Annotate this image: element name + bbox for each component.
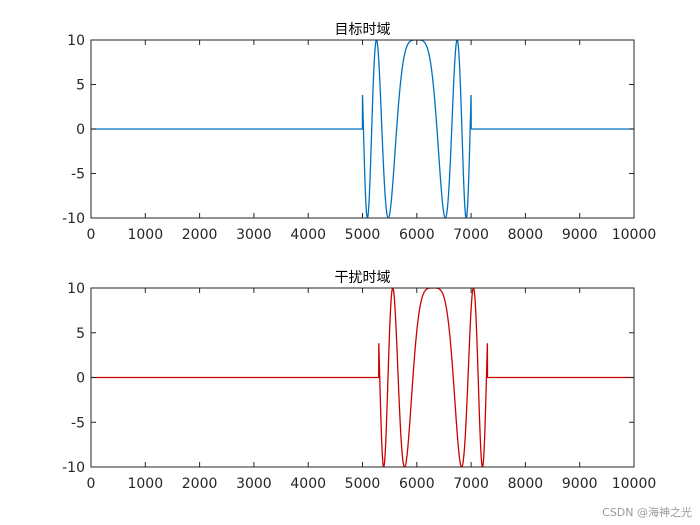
x-tick-label: 9000 — [562, 227, 598, 243]
watermark: CSDN @海神之光 — [602, 506, 692, 519]
x-tick-label: 2000 — [182, 227, 218, 243]
x-tick-label: 2000 — [182, 476, 218, 492]
y-tick-label: 10 — [67, 281, 85, 297]
x-tick-label: 7000 — [453, 476, 489, 492]
x-tick-label: 4000 — [290, 227, 326, 243]
y-tick-label: 10 — [67, 33, 85, 49]
chart-title: 目标时域 — [335, 22, 391, 38]
chart-title: 干扰时域 — [335, 270, 391, 286]
x-tick-label: 1000 — [127, 227, 163, 243]
x-tick-label: 0 — [87, 476, 96, 492]
chart-target-time-domain: 目标时域 0 1000 2000 3000 4000 5000 6000 7000 8000 90… — [62, 22, 656, 243]
x-tick-label: 6000 — [399, 476, 435, 492]
x-tick-label: 10000 — [612, 227, 657, 243]
x-tick-label: 5000 — [345, 476, 381, 492]
x-tick-label: 3000 — [236, 476, 272, 492]
x-tick-label: 10000 — [612, 476, 657, 492]
x-tick-label: 1000 — [127, 476, 163, 492]
y-tick-label: 0 — [76, 371, 85, 387]
x-tick-label: 3000 — [236, 227, 272, 243]
x-tick-label: 8000 — [508, 227, 544, 243]
y-tick-label: 5 — [76, 78, 85, 94]
y-tick-label: 0 — [76, 122, 85, 138]
x-tick-label: 7000 — [453, 227, 489, 243]
x-tick-label: 8000 — [508, 476, 544, 492]
x-tick-label: 5000 — [345, 227, 381, 243]
chart-interference-time-domain: 干扰时域 0 1000 2000 3000 4000 5000 6000 7000 8000 90… — [62, 270, 656, 492]
x-tick-label: 9000 — [562, 476, 598, 492]
y-tick-label: -5 — [71, 167, 85, 183]
x-tick-label: 0 — [87, 227, 96, 243]
series-line-0 — [91, 288, 634, 467]
series-line-0 — [91, 40, 634, 218]
y-tick-label: -10 — [62, 211, 85, 227]
x-tick-label: 6000 — [399, 227, 435, 243]
y-tick-label: -5 — [71, 415, 85, 431]
y-tick-label: 5 — [76, 326, 85, 342]
x-tick-label: 4000 — [290, 476, 326, 492]
y-tick-label: -10 — [62, 460, 85, 476]
